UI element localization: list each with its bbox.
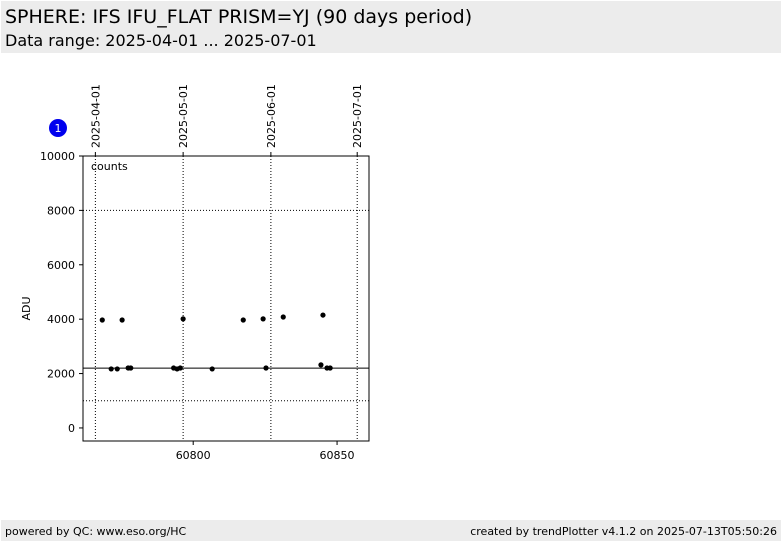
y-tick-label: 4000: [47, 313, 75, 326]
y-axis-label: ADU: [20, 296, 33, 320]
x-tick-label: 60850: [320, 449, 355, 460]
point: [318, 362, 324, 368]
point: [180, 316, 186, 322]
badge: [49, 119, 67, 137]
y-tick-label: 0: [68, 422, 75, 435]
badge-label: 1: [55, 122, 62, 135]
subtitle: Data range: 2025-04-01 ... 2025-07-01: [5, 31, 317, 50]
point: [320, 312, 326, 318]
point: [240, 317, 246, 323]
point: [327, 365, 333, 371]
point: [119, 317, 125, 323]
point: [177, 365, 183, 371]
y-tick-label: 6000: [47, 259, 75, 272]
point: [114, 366, 120, 372]
y-tick-label: 2000: [47, 368, 75, 381]
date-tick-label: 2025-05-01: [177, 84, 190, 148]
annotation: counts: [91, 160, 128, 173]
footer: powered by QC: www.eso.org/HC created by…: [1, 520, 781, 541]
y-tick-label: 10000: [40, 150, 75, 163]
point: [260, 316, 266, 322]
date-tick-label: 2025-07-01: [351, 84, 364, 148]
footer-left: powered by QC: www.eso.org/HC: [5, 525, 187, 538]
plot-frame: [82, 155, 370, 442]
x-tick-label: 60800: [176, 449, 211, 460]
y-tick-label: 8000: [47, 204, 75, 217]
date-tick-label: 2025-06-01: [265, 84, 278, 148]
header: SPHERE: IFS IFU_FLAT PRISM=YJ (90 days p…: [1, 1, 781, 53]
point: [209, 366, 215, 372]
point: [128, 365, 134, 371]
footer-right: created by trendPlotter v4.1.2 on 2025-0…: [470, 525, 777, 538]
point: [280, 314, 286, 320]
title: SPHERE: IFS IFU_FLAT PRISM=YJ (90 days p…: [5, 6, 473, 28]
chart: 1 2025-04-01 2025-05-01 2025-06-01 2025-07-0…: [20, 84, 370, 460]
date-tick-label: 2025-04-01: [89, 84, 102, 148]
point: [108, 366, 114, 372]
point: [263, 365, 269, 371]
point: [99, 317, 105, 323]
